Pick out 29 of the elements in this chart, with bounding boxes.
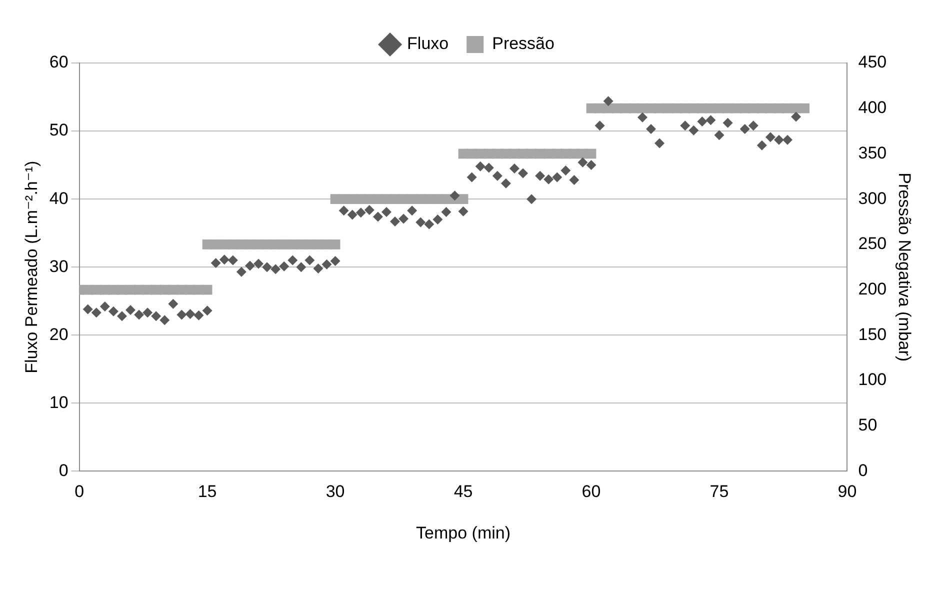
x-axis-title: Tempo (min) [416, 523, 511, 542]
y-tick-label: 50 [49, 120, 68, 140]
y-tick-label: 30 [49, 256, 68, 276]
x-tick-label: 75 [710, 482, 729, 502]
y-axis-title: Fluxo Permeado (L.m⁻².h⁻¹) [22, 160, 41, 374]
y2-tick-label: 400 [858, 98, 887, 118]
y2-tick-label: 200 [858, 279, 887, 298]
x-tick-label: 30 [326, 482, 345, 502]
y-tick-label: 0 [58, 460, 68, 480]
y2-tick-label: 50 [858, 416, 878, 435]
y-tick-label: 60 [49, 52, 68, 72]
y2-tick-label: 300 [858, 188, 887, 208]
y-tick-label: 20 [49, 324, 68, 344]
y2-tick-label: 250 [858, 234, 887, 254]
x-tick-label: 45 [454, 482, 473, 502]
y-tick-label: 40 [49, 188, 68, 208]
legend-label: Pressão [492, 34, 554, 54]
y2-tick-label: 350 [858, 143, 887, 162]
legend-label: Fluxo [407, 34, 449, 54]
y2-tick-label: 0 [858, 460, 868, 480]
x-tick-label: 60 [582, 482, 601, 502]
y2-axis-title: Pressão Negativa (mbar) [895, 172, 914, 362]
y2-tick-label: 150 [858, 324, 887, 344]
x-tick-label: 15 [198, 482, 217, 502]
y2-tick-label: 100 [858, 370, 887, 390]
x-tick-label: 90 [838, 482, 857, 502]
x-tick-label: 0 [74, 482, 84, 502]
y-tick-label: 10 [49, 392, 68, 412]
y2-tick-label: 450 [858, 52, 887, 72]
